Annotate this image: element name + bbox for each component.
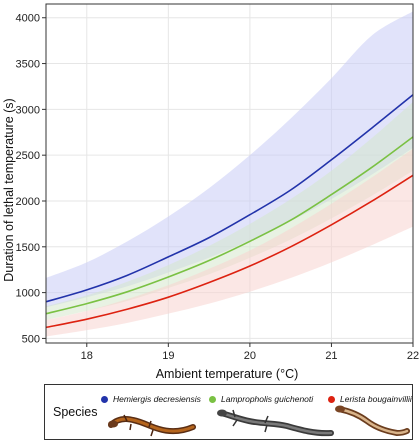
y-axis-title: Duration of lethal temperature (s) — [2, 98, 16, 281]
y-tick-label: 1000 — [16, 288, 40, 300]
legend: Species Hemiergis decresiensis Lampropho… — [44, 384, 413, 440]
x-tick-label: 20 — [244, 350, 256, 362]
x-axis-title: Ambient temperature (°C) — [156, 367, 299, 381]
series-lines — [45, 94, 414, 329]
chart-canvas: 18 19 20 21 22 500 1000 1500 2000 2500 3000 3500 40… — [2, 3, 419, 381]
legend-label-hemiergis: Hemiergis decresiensis — [113, 394, 201, 404]
y-tick-label: 3000 — [16, 104, 40, 116]
legend-label-lerista: Lerista bougainvillii — [340, 394, 412, 404]
x-tick-label: 19 — [162, 350, 174, 362]
hemiergis-lizard-icon — [108, 414, 196, 437]
confidence-band-lerista — [46, 148, 413, 337]
x-tick-label: 22 — [407, 350, 419, 362]
legend-entry-lerista: Lerista bougainvillii — [328, 392, 412, 406]
legend-entry-lampropholis: Lampropholis guichenoti — [209, 392, 313, 406]
legend-swatch-hemiergis — [101, 395, 108, 403]
legend-title: Species — [53, 405, 98, 419]
y-tick-label: 2000 — [16, 196, 40, 208]
series-line-lerista — [45, 174, 414, 329]
legend-swatch-lerista — [328, 395, 335, 403]
plot-frame — [45, 3, 414, 344]
x-tick-label: 21 — [325, 350, 337, 362]
legend-label-lampropholis: Lampropholis guichenoti — [221, 394, 314, 404]
y-tick-label: 4000 — [16, 13, 40, 25]
lerista-lizard-icon — [335, 405, 410, 437]
legend-entry-hemiergis: Hemiergis decresiensis — [101, 392, 201, 406]
y-tick-label: 3500 — [16, 59, 40, 71]
legend-swatch-lampropholis — [209, 395, 216, 403]
lampropholis-lizard-icon — [217, 409, 334, 437]
y-tick-label: 1500 — [16, 242, 40, 254]
confidence-bands — [46, 11, 413, 337]
series-line-hemiergis — [45, 94, 414, 303]
x-axis-ticks: 18 19 20 21 22 — [81, 343, 419, 362]
y-axis-ticks: 500 1000 1500 2000 2500 3000 3500 4000 — [16, 13, 46, 345]
y-tick-label: 2500 — [16, 150, 40, 162]
series-line-lampropholis — [45, 136, 414, 315]
x-tick-label: 18 — [81, 350, 93, 362]
y-tick-label: 500 — [22, 333, 40, 345]
